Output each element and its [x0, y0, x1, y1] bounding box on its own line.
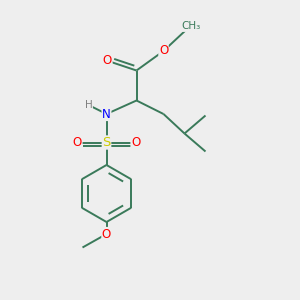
Text: O: O	[159, 44, 168, 58]
Text: O: O	[102, 227, 111, 241]
Text: S: S	[102, 136, 111, 149]
Text: O: O	[73, 136, 82, 149]
Text: H: H	[85, 100, 92, 110]
Text: O: O	[131, 136, 140, 149]
Text: CH₃: CH₃	[182, 21, 201, 32]
Text: N: N	[102, 107, 111, 121]
Text: O: O	[103, 53, 112, 67]
